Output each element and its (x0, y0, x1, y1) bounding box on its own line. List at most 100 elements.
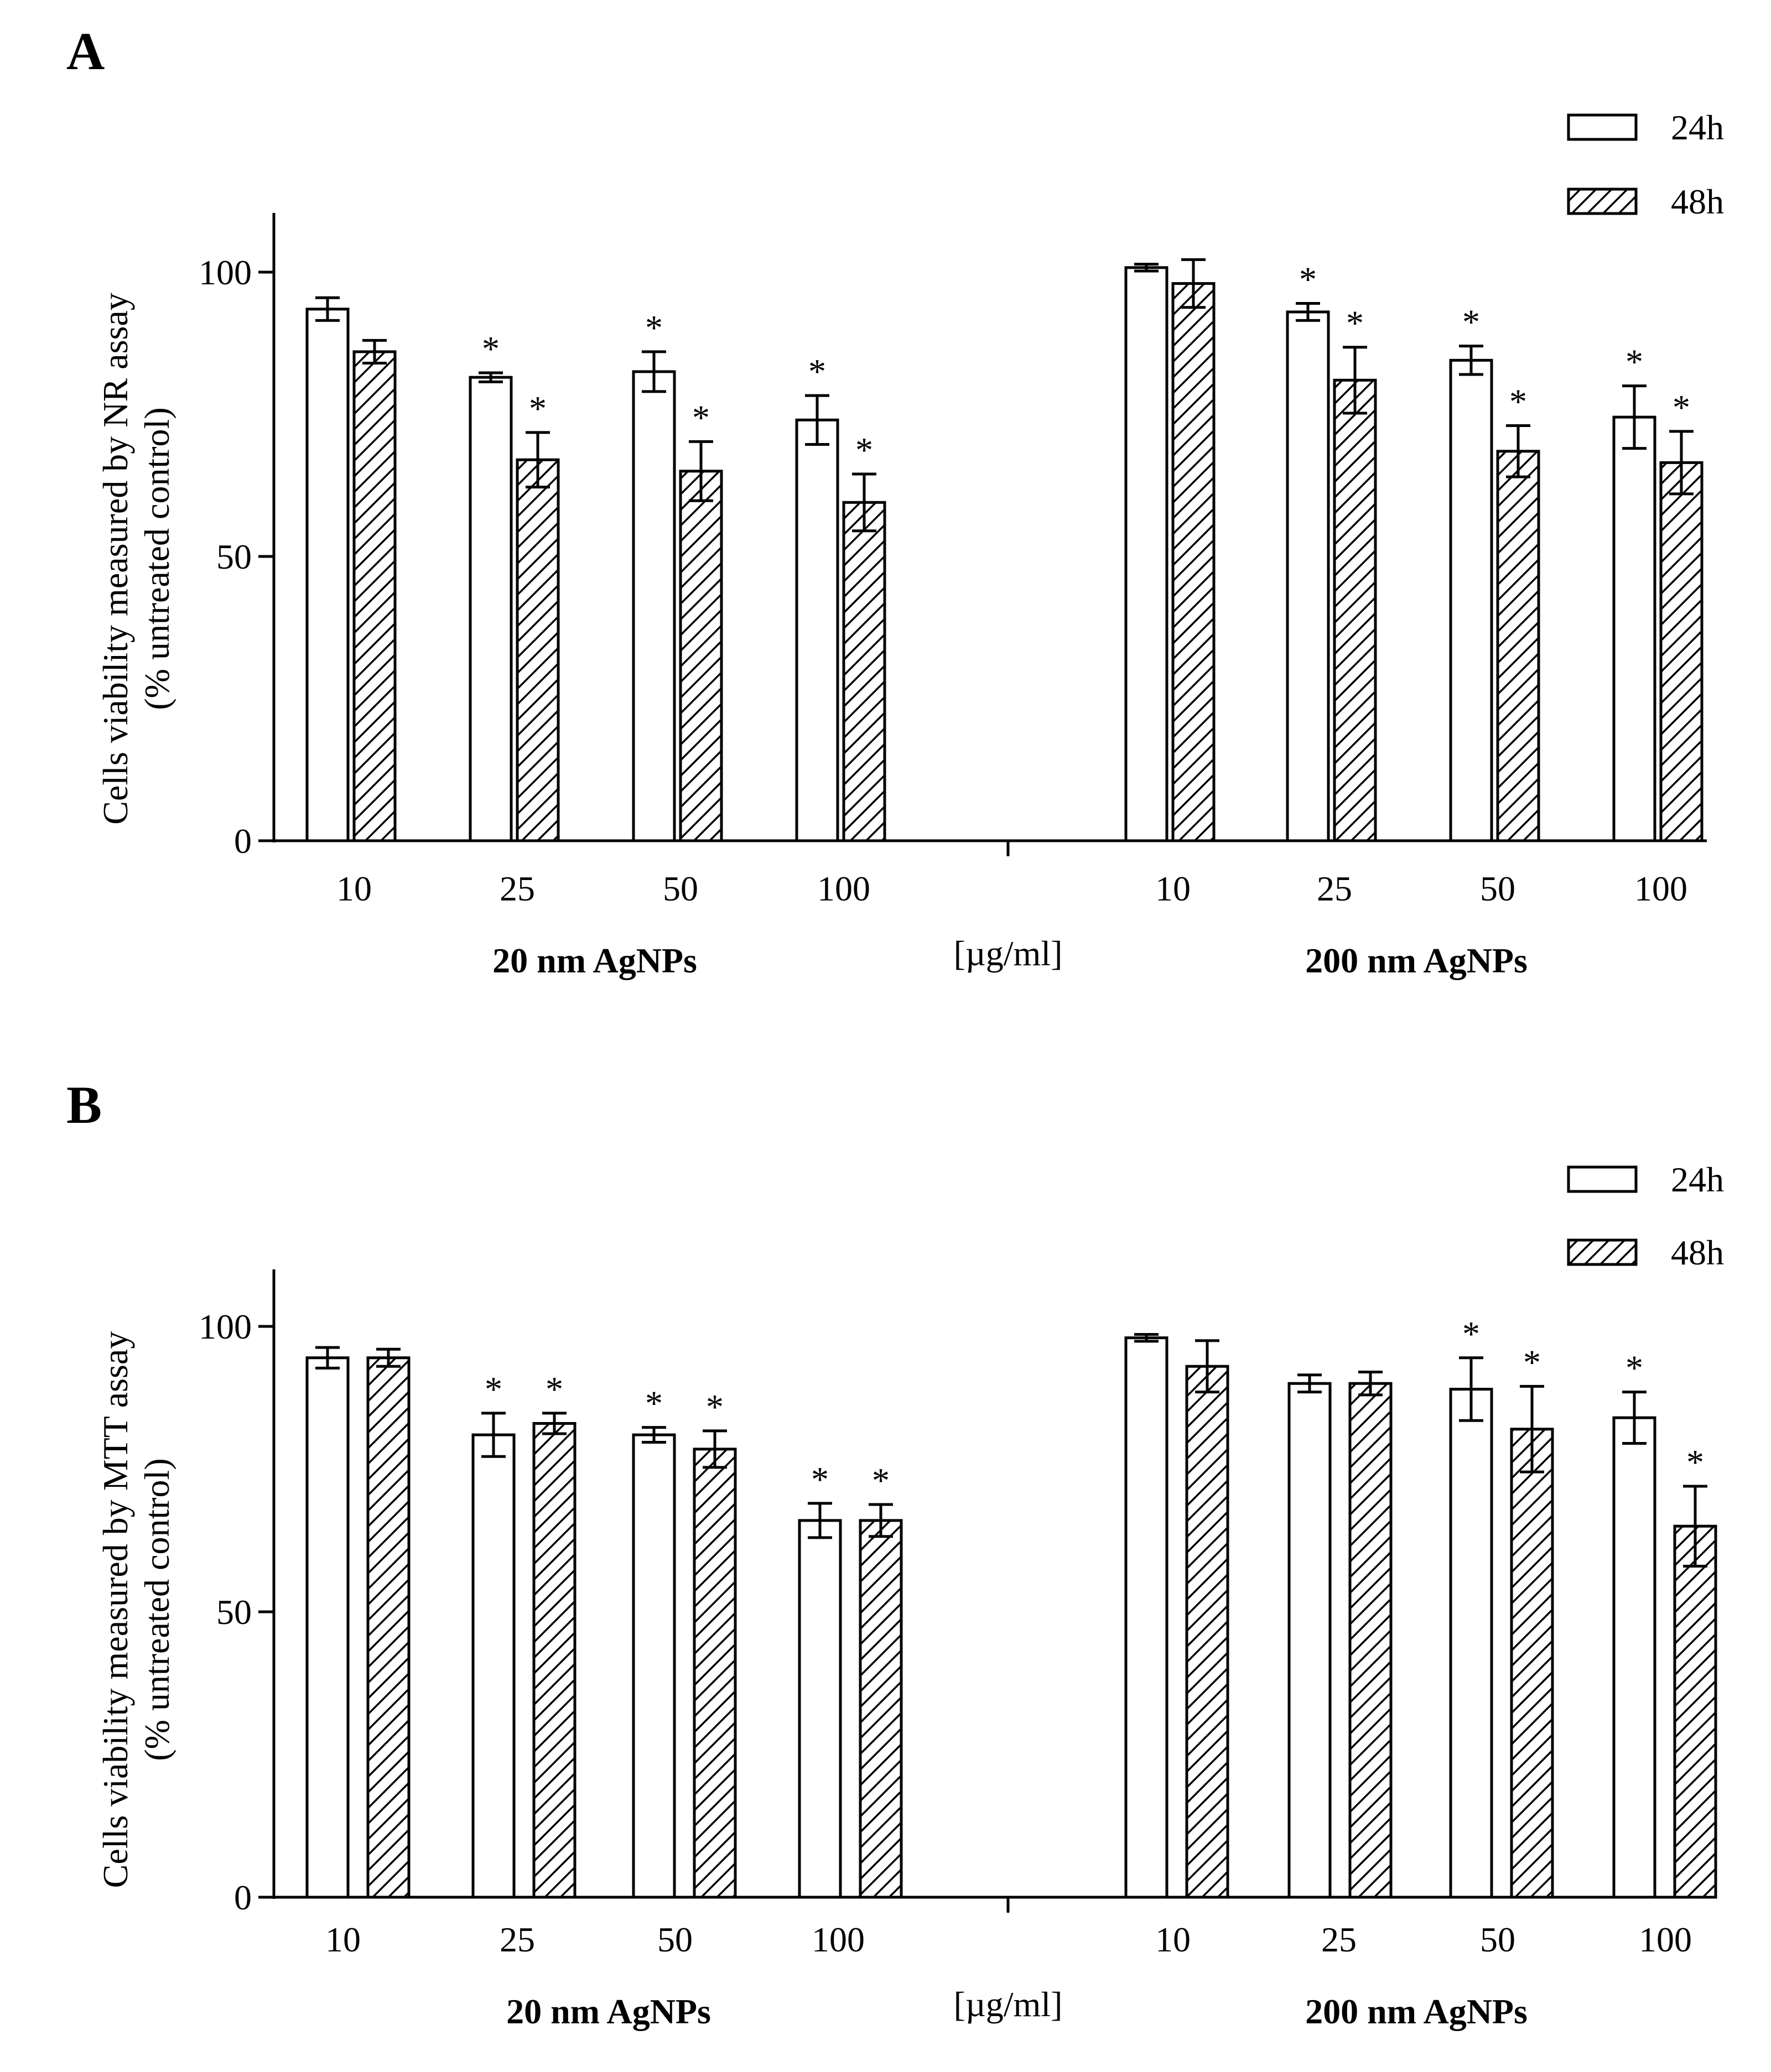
x-tick-label: 25 (500, 869, 535, 908)
significance-marker: * (1299, 260, 1317, 299)
bar-24h (1287, 1382, 1332, 1899)
panel-a: A Cells viability measured by NR assay (… (66, 22, 1724, 980)
y-tick-label: 50 (216, 1592, 252, 1632)
legend-swatch-48h (1567, 188, 1638, 215)
significance-marker: * (485, 1370, 502, 1409)
x-tick-label: 100 (1634, 869, 1687, 908)
y-axis-label-line1: Cells viability measured by MTT assay (96, 1331, 135, 1888)
significance-marker: * (1523, 1342, 1541, 1382)
bar-48h (366, 1356, 411, 1899)
y-tick-label: 100 (199, 253, 252, 292)
bar-48h (352, 350, 397, 842)
significance-marker: * (1686, 1443, 1704, 1482)
legend-label-48h: 48h (1671, 182, 1724, 221)
bar-24h (632, 370, 676, 842)
bar-24h (1286, 310, 1330, 842)
bar-48h (1348, 1382, 1393, 1899)
bar-24h (469, 376, 513, 842)
legend-swatch-48h (1567, 1238, 1638, 1266)
x-tick-label: 25 (500, 1920, 535, 1959)
group-label-200nm: 200 nm AgNPs (1305, 1992, 1528, 2031)
bar-48h (1185, 1365, 1229, 1899)
bar-24h (1124, 266, 1168, 842)
x-tick-label: 100 (817, 869, 870, 908)
significance-marker: * (1462, 1314, 1480, 1353)
panel-letter: B (66, 1075, 102, 1134)
y-tick-label: 100 (199, 1307, 252, 1346)
bar-24h (1612, 1416, 1656, 1899)
bar-48h (859, 1519, 903, 1899)
significance-marker: * (645, 1384, 663, 1423)
bar-24h (305, 308, 350, 842)
significance-marker: * (808, 352, 826, 391)
panel-b: B Cells viability measured by MTT assay … (66, 1075, 1724, 2031)
bar-48h (1673, 1524, 1717, 1899)
legend-label-24h: 24h (1671, 108, 1724, 147)
legend-label-24h: 24h (1671, 1160, 1724, 1199)
legend: 24h 48h (1567, 108, 1724, 221)
bar-24h (1612, 415, 1656, 842)
x-tick-label: 25 (1317, 869, 1352, 908)
x-tick-label: 10 (1155, 1920, 1191, 1959)
bar-24h (1449, 1388, 1493, 1899)
bar-48h (1496, 450, 1540, 842)
bar-24h (1449, 358, 1493, 842)
significance-marker: * (546, 1370, 563, 1409)
x-tick-label: 10 (1155, 869, 1191, 908)
legend: 24h 48h (1567, 1160, 1724, 1272)
y-axis-label-line2: (% untreated control) (137, 407, 176, 710)
bar-48h (532, 1422, 577, 1899)
panel-letter: A (66, 22, 105, 81)
significance-marker: * (872, 1461, 890, 1500)
significance-marker: * (1509, 382, 1527, 421)
bar-48h (1171, 282, 1216, 842)
significance-marker: * (645, 308, 663, 347)
bar-48h (516, 458, 560, 842)
bar-48h (1333, 378, 1377, 842)
bar-24h (1124, 1336, 1168, 1899)
bar-24h (305, 1356, 350, 1899)
x-tick-label: 50 (1480, 1920, 1515, 1959)
significance-marker: * (1346, 304, 1364, 343)
y-tick-label: 0 (234, 821, 252, 861)
unit-label: [µg/ml] (954, 934, 1063, 973)
x-tick-label: 100 (1639, 1920, 1692, 1959)
significance-marker: * (482, 329, 500, 368)
significance-marker: * (692, 398, 710, 437)
significance-marker: * (706, 1387, 724, 1427)
bar-48h (1510, 1428, 1554, 1899)
bar-24h (795, 418, 839, 842)
bar-48h (842, 501, 886, 842)
significance-marker: * (1625, 342, 1643, 382)
group-label-20nm: 20 nm AgNPs (492, 941, 697, 980)
significance-marker: * (1462, 303, 1480, 342)
group-label-20nm: 20 nm AgNPs (506, 1992, 711, 2031)
bar-24h (632, 1433, 676, 1899)
bar-24h (471, 1433, 516, 1899)
bar-48h (1659, 461, 1704, 842)
significance-marker: * (855, 430, 873, 470)
x-tick-label: 50 (663, 869, 698, 908)
x-tick-label: 50 (1480, 869, 1515, 908)
x-tick-label: 10 (325, 1920, 361, 1959)
significance-marker: * (1625, 1349, 1643, 1388)
y-tick-label: 50 (216, 537, 252, 576)
y-axis-label-line2: (% untreated control) (137, 1458, 176, 1761)
y-axis-label-line1: Cells viability measured by NR assay (96, 293, 135, 825)
significance-marker: * (811, 1460, 829, 1499)
legend-swatch-24h (1567, 1165, 1638, 1193)
unit-label: [µg/ml] (954, 1985, 1063, 2024)
group-label-200nm: 200 nm AgNPs (1305, 941, 1528, 980)
x-tick-label: 25 (1321, 1920, 1357, 1959)
bar-48h (693, 1448, 737, 1899)
bar-48h (679, 470, 723, 842)
x-tick-label: 100 (812, 1920, 865, 1959)
significance-marker: * (529, 389, 547, 428)
y-tick-label: 0 (234, 1878, 252, 1917)
x-tick-label: 50 (657, 1920, 693, 1959)
legend-label-48h: 48h (1671, 1233, 1724, 1272)
significance-marker: * (1673, 388, 1690, 427)
x-tick-label: 10 (336, 869, 372, 908)
bar-24h (798, 1519, 842, 1899)
